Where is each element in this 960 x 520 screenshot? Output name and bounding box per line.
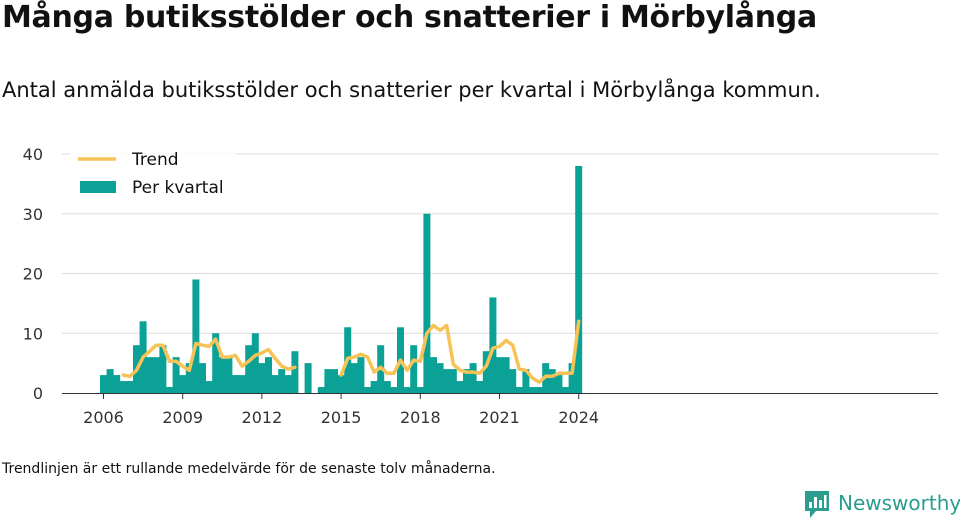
bar	[496, 357, 503, 393]
bar	[146, 357, 154, 393]
bar	[568, 363, 576, 393]
bar	[562, 387, 569, 393]
y-tick-label: 0	[33, 384, 43, 403]
bar	[106, 369, 114, 393]
bar	[515, 387, 523, 393]
bar	[185, 363, 193, 393]
bar	[463, 369, 470, 393]
bar	[410, 345, 418, 393]
bar	[482, 351, 490, 393]
chart: 0 10 20 30 40 2006 2009 2012 2015 2018 2021 2024 T…	[23, 145, 938, 427]
chart-subtitle: Antal anmälda butiksstölder och snatteri…	[2, 78, 821, 102]
bar	[218, 357, 226, 393]
trend-line	[121, 319, 581, 384]
bar	[436, 363, 444, 393]
bar	[449, 369, 457, 393]
bar	[245, 345, 253, 393]
bar	[179, 375, 187, 393]
x-tick-label: 2021	[479, 408, 520, 427]
bar	[199, 363, 206, 393]
bar	[205, 381, 213, 393]
bar	[159, 345, 167, 393]
legend-bar-label: Per kvartal	[132, 178, 224, 198]
x-tick-label: 2009	[162, 408, 203, 427]
legend-background	[70, 146, 236, 206]
x-tick-label: 2024	[558, 408, 599, 427]
bar	[416, 387, 424, 393]
y-tick-labels: 0 10 20 30 40	[23, 145, 43, 403]
bar	[383, 381, 391, 393]
bar	[172, 357, 180, 393]
legend-trend-label: Trend	[131, 150, 179, 170]
bar	[509, 369, 517, 393]
x-ticks: 2006 2009 2012 2015 2018 2021 2024	[83, 393, 599, 427]
bar	[304, 363, 312, 393]
bar	[119, 381, 127, 393]
footnote: Trendlinjen är ett rullande medelvärde f…	[2, 461, 496, 477]
bar	[212, 333, 220, 393]
bar	[100, 375, 107, 393]
bar	[403, 387, 411, 393]
bar	[390, 387, 398, 393]
x-tick-label: 2006	[83, 408, 124, 427]
bar	[575, 165, 583, 393]
bar	[284, 375, 292, 393]
bar	[548, 369, 556, 393]
bar	[126, 381, 134, 393]
bar	[535, 387, 543, 393]
bar	[317, 387, 325, 393]
bar	[291, 351, 299, 393]
brand-name: Newsworthy	[838, 491, 960, 515]
x-tick-label: 2012	[242, 408, 283, 427]
bar	[522, 369, 530, 393]
bar	[423, 213, 431, 393]
bar	[529, 387, 536, 393]
legend: Trend Per kvartal	[70, 146, 236, 206]
bar	[113, 375, 121, 393]
bar	[192, 279, 200, 393]
newsworthy-logo-icon	[805, 491, 829, 518]
bar	[555, 375, 563, 393]
bar	[364, 387, 371, 393]
bar	[225, 357, 233, 393]
x-tick-label: 2015	[321, 408, 362, 427]
bar	[232, 375, 239, 393]
y-tick-label: 40	[23, 145, 43, 164]
bar	[265, 357, 272, 393]
y-tick-label: 30	[23, 205, 43, 224]
bar	[238, 375, 246, 393]
bar	[166, 387, 173, 393]
bar	[337, 375, 345, 393]
bar	[430, 357, 437, 393]
bar	[258, 363, 266, 393]
bar	[476, 381, 484, 393]
bar	[271, 375, 279, 393]
bar	[251, 333, 259, 393]
y-tick-label: 10	[23, 324, 43, 343]
bar	[152, 357, 160, 393]
bar	[350, 363, 358, 393]
bar	[489, 297, 497, 393]
bar	[443, 369, 451, 393]
x-tick-label: 2018	[400, 408, 441, 427]
bar	[502, 357, 510, 393]
bar	[469, 363, 477, 393]
y-tick-label: 20	[23, 265, 43, 284]
legend-bar-swatch	[80, 181, 116, 193]
chart-title: Många butiksstölder och snatterier i Mör…	[2, 0, 817, 35]
bar	[357, 357, 365, 393]
brand-logo[interactable]: Newsworthy	[804, 489, 960, 519]
bar	[331, 369, 338, 393]
bar	[324, 369, 332, 393]
bar	[278, 369, 286, 393]
bar	[456, 381, 464, 393]
bar	[370, 381, 378, 393]
